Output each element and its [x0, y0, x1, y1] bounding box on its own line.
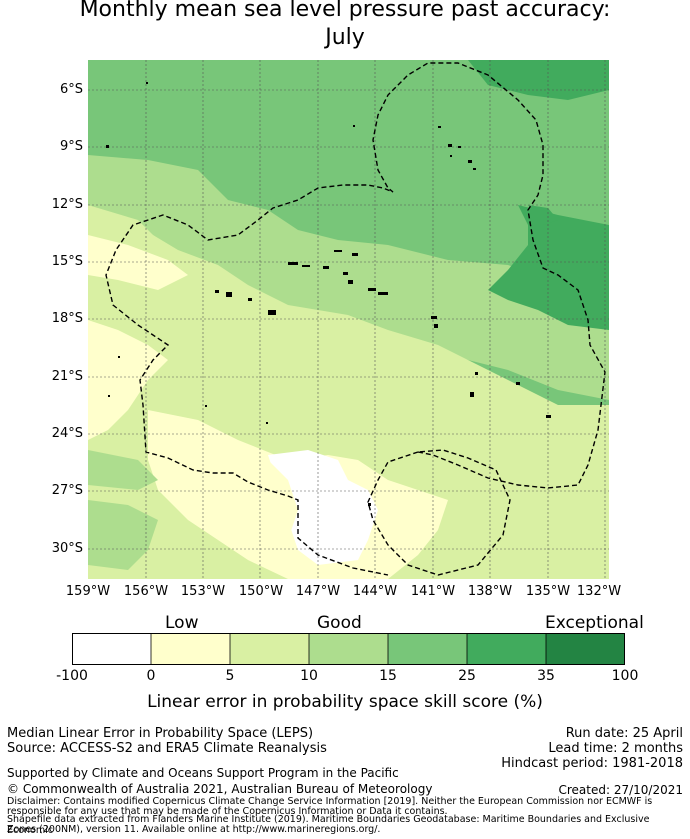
x-tick-label: 147°W [295, 584, 341, 599]
x-tick-label: 135°W [525, 584, 571, 599]
x-tick-label: 156°W [123, 584, 169, 599]
y-tick-label: 21°S [51, 369, 83, 384]
footer-copyright: © Commonwealth of Australia 2021, Austra… [7, 782, 433, 796]
region-moderate-southeast [488, 530, 609, 579]
category-label-good: Good [317, 613, 362, 633]
region-good-southwest-2 [88, 450, 158, 490]
colorbar-tick: 35 [537, 668, 555, 684]
islands [106, 82, 551, 506]
colorbar-label: Linear error in probability space skill … [147, 692, 543, 712]
footer-method: Median Linear Error in Probability Space… [7, 726, 314, 741]
colorbar-tick: 100 [611, 668, 639, 684]
colorbar-segment [546, 633, 625, 665]
colorbar [72, 633, 625, 665]
footer-disclaimer-2: responsible for any use that may be made… [7, 806, 448, 817]
x-tick-label: 153°W [180, 584, 226, 599]
footer-hindcast: Hindcast period: 1981-2018 [501, 756, 683, 771]
y-tick-label: 15°S [51, 254, 83, 269]
category-label-low: Low [165, 613, 199, 633]
region-low-northwest [88, 235, 188, 290]
y-tick-label: 12°S [51, 197, 83, 212]
y-tick-label: 18°S [51, 311, 83, 326]
footer-disclaimer-4: Zones (200NM), version 11. Available onl… [7, 824, 381, 835]
footer-source: Source: ACCESS-S2 and ERA5 Climate Reana… [7, 741, 327, 756]
y-tick-label: 9°S [59, 139, 83, 154]
title-line-1: Monthly mean sea level pressure past acc… [79, 0, 611, 22]
category-label-exceptional: Exceptional [545, 613, 644, 633]
footer-disclaimer-1: Disclaimer: Contains modified Copernicus… [7, 796, 653, 807]
region-very-good-east [488, 205, 609, 330]
region-poor [268, 450, 378, 565]
y-tick-label: 27°S [51, 483, 83, 498]
colorbar-tick: 25 [458, 668, 476, 684]
colorbar-tick: 0 [146, 668, 156, 684]
y-tick-label: 30°S [51, 541, 83, 556]
footer-created: Created: 27/10/2021 [558, 783, 683, 797]
footer-supported: Supported by Climate and Oceans Support … [7, 766, 399, 780]
x-tick-label: 141°W [410, 584, 456, 599]
colorbar-segment [151, 633, 230, 665]
footer-disclaimer-3: Shapefile data extracted from Flanders M… [7, 814, 650, 836]
y-tick-label: 6°S [59, 82, 83, 97]
colorbar-segment [467, 633, 546, 665]
colorbar-segment [72, 633, 151, 665]
colorbar-segment [388, 633, 467, 665]
colorbar-tick: 5 [225, 668, 235, 684]
x-tick-label: 159°W [65, 584, 111, 599]
title-line-2: July [325, 25, 365, 50]
footer-run-date: Run date: 25 April [565, 726, 683, 741]
skill-map [88, 60, 609, 579]
x-tick-label: 138°W [467, 584, 513, 599]
x-tick-label: 150°W [238, 584, 284, 599]
x-tick-label: 144°W [352, 584, 398, 599]
map-gridlines [88, 60, 609, 579]
colorbar-segment [230, 633, 309, 665]
eez-boundary [105, 62, 606, 576]
region-good-southwest [88, 500, 158, 570]
colorbar-tick: 10 [300, 668, 318, 684]
colorbar-segment [309, 633, 388, 665]
y-tick-label: 24°S [51, 426, 83, 441]
colorbar-tick: 15 [379, 668, 397, 684]
colorbar-tick: -100 [56, 668, 88, 684]
region-very-good-east-2 [528, 205, 558, 225]
region-low-centre [228, 460, 298, 550]
region-low-west [88, 320, 168, 440]
region-good [88, 155, 609, 400]
map-title: Monthly mean sea level pressure past acc… [0, 0, 690, 52]
x-tick-label: 132°W [576, 584, 622, 599]
footer-lead-time: Lead time: 2 months [548, 741, 683, 756]
